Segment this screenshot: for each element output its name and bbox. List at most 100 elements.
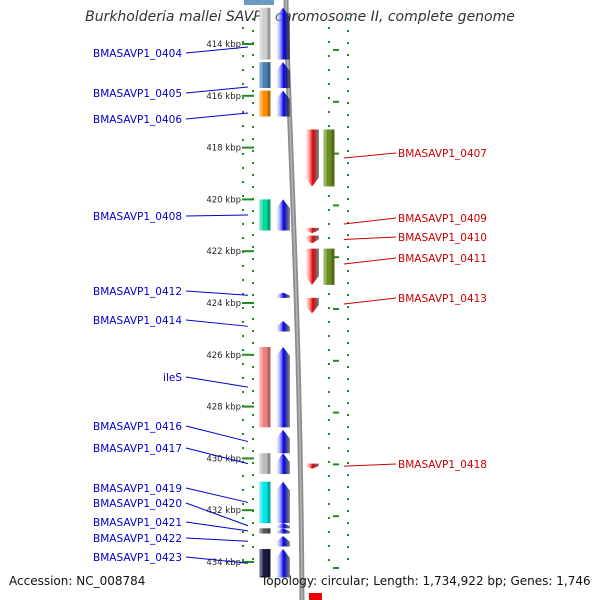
leader-line-bmasavp1-0418	[343, 463, 397, 467]
cog-shadow	[267, 481, 271, 524]
leader-line-bmasavp1-0406	[185, 112, 249, 120]
leader-line-bmasavp1-0412	[185, 290, 249, 296]
cog-shadow	[331, 248, 335, 285]
scale-tick-label: 418 kbp	[206, 144, 241, 154]
gene-arrow-bmasavp1-0416	[276, 429, 290, 454]
leader-line-bmasavp1-0410	[343, 236, 397, 241]
gene-label-bmasavp1-0413: BMASAVP1_0413	[398, 293, 487, 305]
scale-tick-label: 432 kbp	[206, 506, 241, 516]
cog-highlight	[259, 528, 263, 534]
cog-block-bmasavp1-0408	[259, 199, 271, 231]
leader-line-bmasavp1-0422	[185, 537, 249, 542]
cog-shadow	[267, 7, 271, 60]
cog-highlight	[259, 90, 263, 117]
gene-label-bmasavp1-0414: BMASAVP1_0414	[93, 315, 182, 327]
cog-block-iles	[259, 347, 271, 428]
cog-shadow	[331, 129, 335, 187]
gene-label-bmasavp1-0410: BMASAVP1_0410	[398, 232, 487, 244]
cog-shadow	[267, 90, 271, 117]
scale-tick-label: 434 kbp	[206, 558, 241, 568]
gene-arrow-bmasavp1-0422	[276, 536, 290, 547]
cog-highlight	[259, 62, 263, 89]
gene-label-bmasavp1-0408: BMASAVP1_0408	[93, 211, 182, 223]
gene-label-bmasavp1-0406: BMASAVP1_0406	[93, 114, 182, 126]
gene-arrow-bmasavp1-0421	[276, 528, 290, 534]
gene-label-bmasavp1-0419: BMASAVP1_0419	[93, 483, 182, 495]
cog-shadow	[267, 62, 271, 89]
cog-block-bmasavp1-0407	[323, 129, 335, 187]
gene-label-bmasavp1-0409: BMASAVP1_0409	[398, 213, 487, 225]
gene-label-iles: ileS	[163, 372, 182, 384]
scale-tick-label: 424 kbp	[206, 299, 241, 309]
gene-arrow-bmasavp1-0418	[305, 463, 319, 469]
leader-line-bmasavp1-0405	[185, 86, 249, 94]
leader-line-bmasavp1-0413	[343, 297, 397, 305]
genome-summary-text: Topology: circular; Length: 1,734,922 bp…	[261, 574, 591, 588]
gene-arrow-bmasavp1-0411	[305, 248, 319, 285]
scale-tick-label: 416 kbp	[206, 92, 241, 102]
gene-arrow-iles	[276, 347, 290, 428]
accession-text: Accession: NC_008784	[9, 574, 146, 588]
gene-label-bmasavp1-0405: BMASAVP1_0405	[93, 88, 182, 100]
scale-tick-label: 426 kbp	[206, 351, 241, 361]
cog-block-bmasavp1-0423	[259, 549, 271, 578]
leader-line-bmasavp1-0423	[185, 556, 249, 564]
cog-highlight	[323, 129, 327, 187]
leader-line-bmasavp1-0409	[343, 217, 397, 225]
gene-arrow-bmasavp1-0405	[276, 62, 290, 89]
gene-label-bmasavp1-0423: BMASAVP1_0423	[93, 552, 182, 564]
gene-label-bmasavp1-0411: BMASAVP1_0411	[398, 253, 487, 265]
scale-tick-label: 420 kbp	[206, 195, 241, 205]
gene-label-bmasavp1-0407: BMASAVP1_0407	[398, 148, 487, 160]
gene-label-bmasavp1-0412: BMASAVP1_0412	[93, 286, 182, 298]
scale-ticks: 414 kbp 416 kbp 418 kbp 420 kbp 422 kbp 424 k…	[206, 18, 349, 570]
cog-highlight	[259, 481, 263, 524]
cog-highlight	[259, 453, 263, 474]
next-reverse-gene-stub	[309, 593, 322, 600]
leader-line-iles	[185, 376, 249, 388]
gene-label-bmasavp1-0416: BMASAVP1_0416	[93, 421, 182, 433]
gene-arrow-bmasavp1-0409	[305, 227, 319, 234]
scale-tick-label: 430 kbp	[206, 454, 241, 464]
cog-highlight	[323, 248, 327, 285]
gene-arrow-bmasavp1-0420	[276, 523, 290, 529]
gene-label-bmasavp1-0420: BMASAVP1_0420	[93, 498, 182, 510]
leader-line-bmasavp1-0419	[185, 487, 249, 503]
cog-shadow	[267, 453, 271, 474]
gene-label-bmasavp1-0421: BMASAVP1_0421	[93, 517, 182, 529]
cog-highlight	[259, 549, 263, 578]
gene-arrow-bmasavp1-0412	[276, 292, 290, 298]
gene-arrow-bmasavp1-0407	[305, 129, 319, 187]
scale-tick-label: 422 kbp	[206, 247, 241, 257]
gene-arrow-bmasavp1-0417	[276, 453, 290, 474]
scale-tick-label: 428 kbp	[206, 403, 241, 413]
cog-block-bmasavp1-0419	[259, 481, 271, 524]
gene-arrow-bmasavp1-0404	[276, 7, 290, 60]
leader-line-bmasavp1-0411	[343, 257, 397, 265]
cog-shadow	[267, 199, 271, 231]
gene-arrow-bmasavp1-0414	[276, 321, 290, 332]
cog-block-bmasavp1-0405	[259, 62, 271, 89]
leader-line-bmasavp1-0420	[185, 502, 249, 527]
gene-label-bmasavp1-0404: BMASAVP1_0404	[93, 48, 182, 60]
scale-tick-label: 414 kbp	[206, 40, 241, 50]
cog-highlight	[259, 7, 263, 60]
leader-line-bmasavp1-0408	[185, 214, 249, 217]
gene-arrow-bmasavp1-0406	[276, 90, 290, 117]
cog-shadow	[267, 347, 271, 428]
gene-arrow-bmasavp1-0419	[276, 481, 290, 524]
gene-labels: BMASAVP1_0404 BMASAVP1_0405 BMASAVP1_0406 B…	[93, 46, 487, 564]
leader-line-bmasavp1-0421	[185, 521, 249, 532]
gene-label-bmasavp1-0417: BMASAVP1_0417	[93, 443, 182, 455]
leader-line-bmasavp1-0407	[343, 152, 397, 159]
cog-block-bmasavp1-0404	[259, 7, 271, 60]
leader-line-bmasavp1-0417	[185, 447, 249, 465]
gene-arrow-bmasavp1-0408	[276, 199, 290, 231]
gene-label-bmasavp1-0422: BMASAVP1_0422	[93, 533, 182, 545]
leader-line-bmasavp1-0416	[185, 425, 249, 443]
gene-arrow-bmasavp1-0423	[276, 549, 290, 578]
gene-features	[259, 7, 335, 578]
gene-arrow-bmasavp1-0410	[305, 235, 319, 244]
